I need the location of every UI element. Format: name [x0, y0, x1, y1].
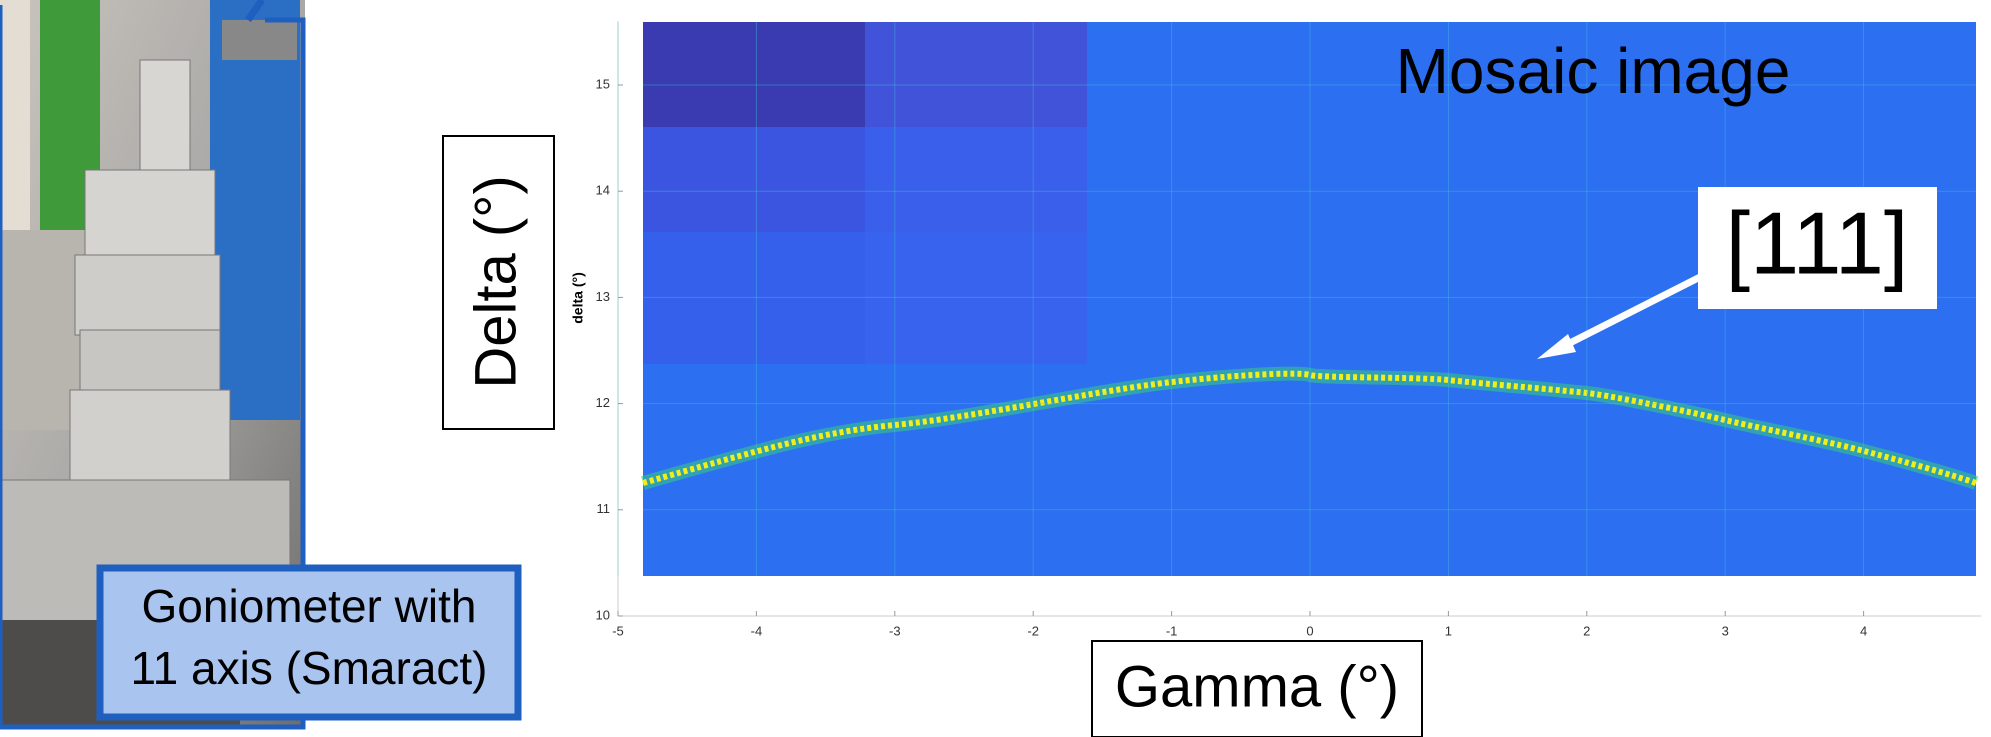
x-tick-label: -2	[1027, 623, 1039, 638]
y-tick-label: 11	[597, 501, 611, 516]
y-tick-label: 12	[596, 395, 610, 410]
caption-line: 11 axis (Smaract)	[130, 642, 487, 694]
x-tick-label: 2	[1583, 623, 1590, 638]
x-tick-label: -1	[1166, 623, 1178, 638]
x-tick-label: 1	[1445, 623, 1452, 638]
annotation: [111]	[1726, 193, 1909, 292]
plot-title: Mosaic image	[1396, 35, 1791, 107]
x-tick-label: -4	[751, 623, 763, 638]
caption-line: Goniometer with	[142, 580, 477, 632]
photo	[0, 0, 306, 730]
x-tick-label: 3	[1722, 623, 1729, 638]
y-tick-label: 14	[596, 183, 610, 198]
y-tick-label: 15	[596, 76, 610, 91]
x-tick-label: -5	[612, 623, 624, 638]
y-tick-label: 13	[596, 289, 610, 304]
caption-box	[96, 564, 522, 721]
x-tick-label: -3	[889, 623, 901, 638]
ylabel-small: delta (°)	[570, 272, 586, 324]
ylabel: Delta (°)	[463, 175, 528, 388]
xlabel-box	[1091, 640, 1423, 737]
annotation-box	[1698, 187, 1937, 309]
x-tick-label: 4	[1860, 623, 1867, 638]
y-tick-label: 10	[596, 607, 610, 622]
xlabel: Gamma (°)	[1115, 654, 1399, 719]
x-tick-label: 0	[1306, 623, 1313, 638]
annotation-arrow	[1537, 269, 1710, 359]
ylabel-box	[442, 135, 555, 430]
